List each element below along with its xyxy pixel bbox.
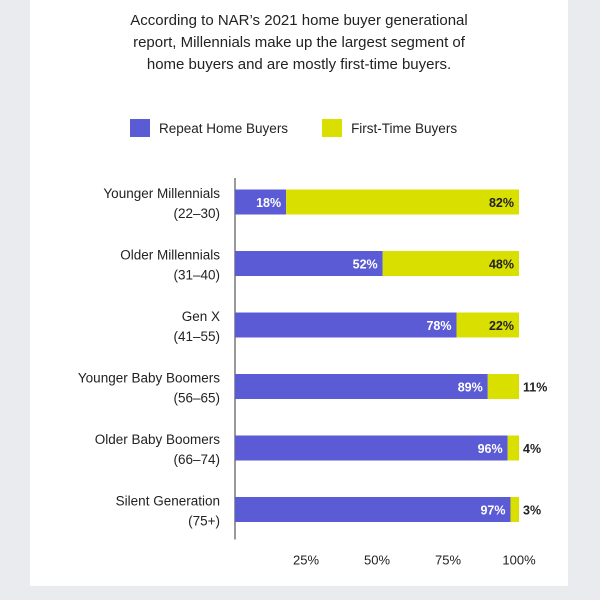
data-label-repeat-younger-millennials: 18% (256, 196, 281, 210)
bar-repeat-younger-millennials (235, 189, 287, 215)
data-label-first-time-gen-x: 22% (489, 319, 514, 333)
bar-first-time-older-baby-boomers (507, 435, 519, 461)
chart-title: According to NAR’s 2021 home buyer gener… (30, 10, 568, 76)
legend-item-repeat: Repeat Home Buyers (130, 119, 288, 137)
legend-label-first-time: First-Time Buyers (351, 120, 458, 136)
title-line-3: home buyers and are mostly first-time bu… (146, 56, 452, 73)
x-tick-label-25: 25% (293, 553, 319, 568)
data-label-repeat-older-baby-boomers: 96% (478, 442, 503, 456)
data-label-first-time-older-baby-boomers: 4% (523, 442, 541, 456)
data-label-first-time-silent-generation: 3% (523, 504, 541, 518)
bar-repeat-silent-generation (235, 497, 511, 522)
title-line-2: report, Millennials make up the largest … (133, 34, 465, 51)
data-label-repeat-gen-x: 78% (426, 319, 451, 333)
bar-repeat-younger-baby-boomers (235, 374, 488, 399)
data-label-repeat-older-millennials: 52% (353, 258, 378, 272)
legend-item-first-time: First-Time Buyers (322, 119, 457, 137)
data-label-repeat-younger-baby-boomers: 89% (458, 381, 483, 395)
category-label-younger-baby-boomers: Younger Baby Boomers (78, 371, 220, 386)
legend-swatch-repeat (130, 119, 150, 137)
bar-first-time-younger-millennials (286, 189, 519, 215)
x-tick-label-50: 50% (364, 553, 390, 568)
bar-repeat-older-baby-boomers (235, 435, 508, 461)
category-sublabel-older-millennials: (31–40) (173, 268, 220, 283)
category-label-older-millennials: Older Millennials (120, 248, 220, 263)
data-label-repeat-silent-generation: 97% (480, 504, 505, 518)
category-label-younger-millennials: Younger Millennials (103, 186, 220, 201)
stacked-bar-chart: Younger Millennials (22–30) 18% 82% Older Mi… (78, 178, 547, 568)
title-line-1: According to NAR’s 2021 home buyer gener… (130, 12, 468, 29)
x-tick-label-100: 100% (502, 553, 536, 568)
legend-swatch-first-time (322, 119, 343, 137)
category-sublabel-younger-millennials: (22–30) (173, 206, 220, 221)
bar-repeat-gen-x (235, 312, 457, 338)
legend-label-repeat: Repeat Home Buyers (159, 120, 289, 136)
category-label-older-baby-boomers: Older Baby Boomers (95, 432, 221, 447)
bar-first-time-younger-baby-boomers (487, 374, 519, 399)
category-sublabel-silent-generation: (75+) (188, 514, 220, 529)
category-sublabel-gen-x: (41–55) (173, 329, 220, 344)
category-sublabel-younger-baby-boomers: (56–65) (173, 391, 220, 406)
x-tick-label-75: 75% (435, 553, 461, 568)
bar-first-time-older-millennials (382, 251, 519, 276)
data-label-first-time-younger-millennials: 82% (489, 196, 514, 210)
category-label-gen-x: Gen X (182, 309, 220, 324)
chart-legend: Repeat Home Buyers First-Time Buyers (130, 118, 491, 138)
category-sublabel-older-baby-boomers: (66–74) (173, 452, 220, 467)
data-label-first-time-older-millennials: 48% (489, 258, 514, 272)
chart-card: According to NAR’s 2021 home buyer gener… (30, 0, 568, 586)
bar-first-time-gen-x (456, 312, 519, 338)
bar-repeat-older-millennials (235, 251, 383, 276)
data-label-first-time-younger-baby-boomers: 11% (523, 381, 547, 395)
category-label-silent-generation: Silent Generation (116, 494, 220, 509)
bar-first-time-silent-generation (510, 497, 519, 522)
